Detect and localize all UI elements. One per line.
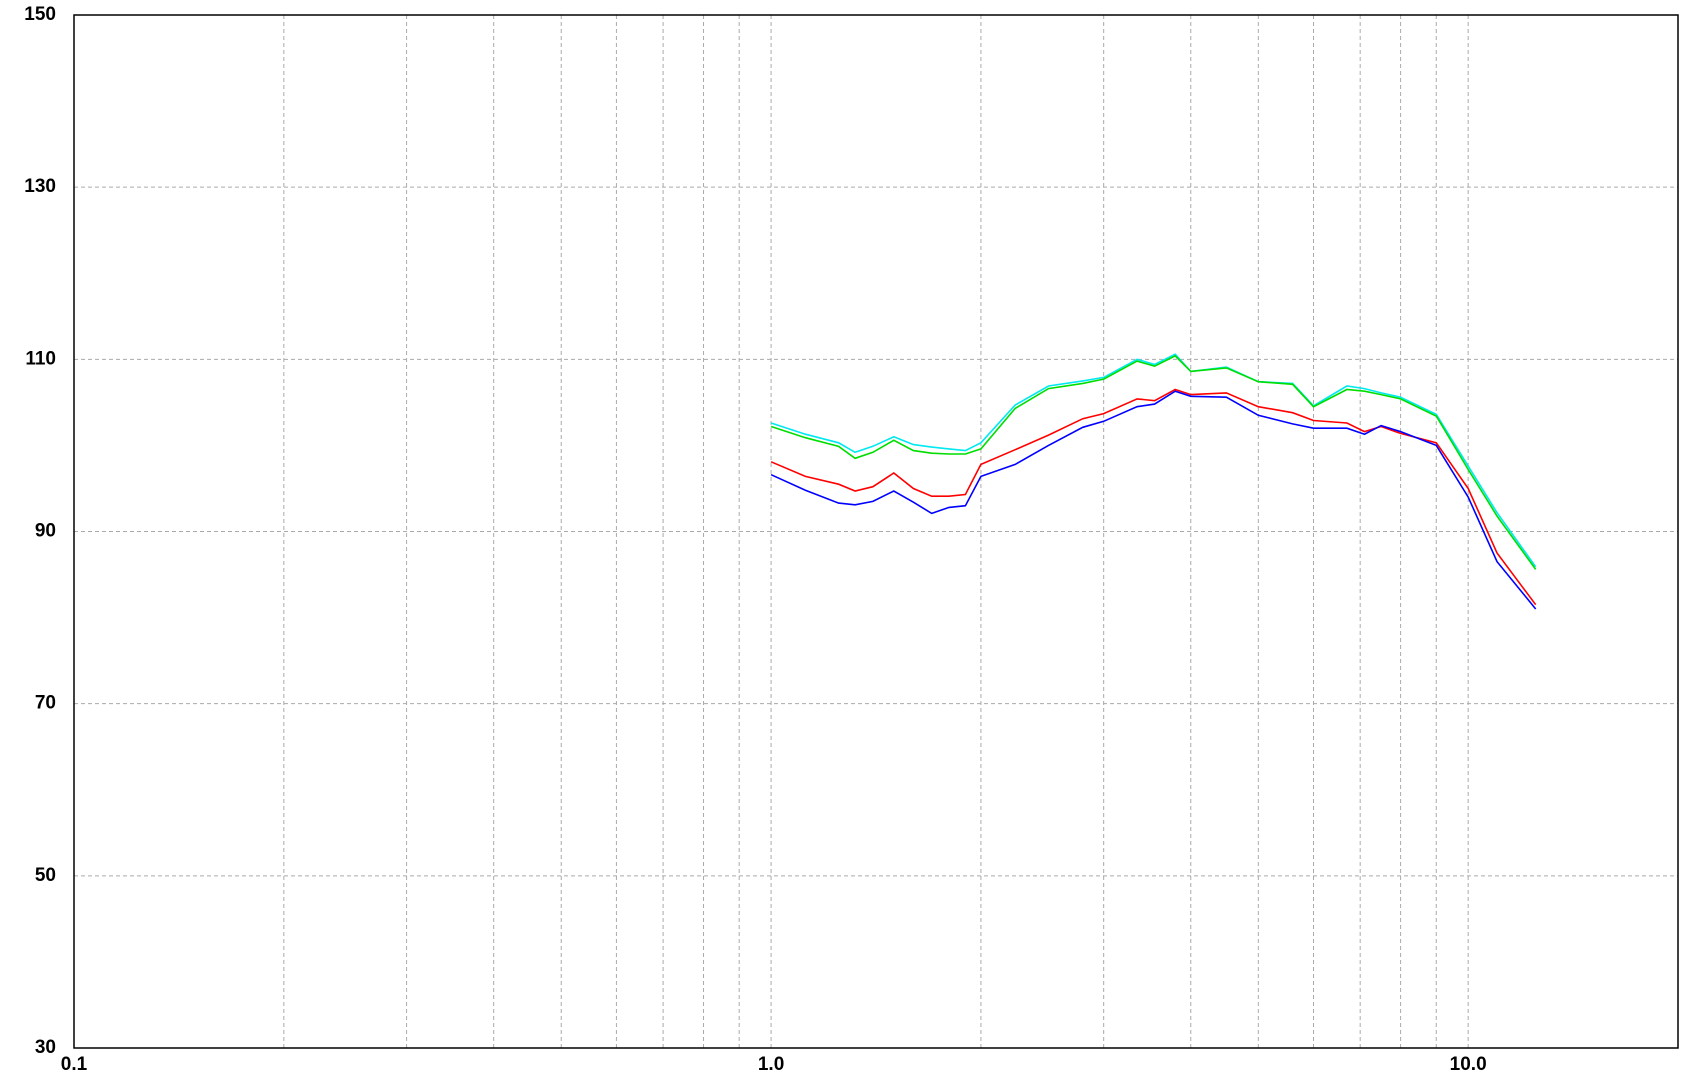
series-line	[770, 354, 1537, 570]
y-tick-label: 110	[25, 348, 56, 369]
y-tick-label: 150	[24, 4, 56, 25]
x-tick-label: 1.0	[758, 1054, 784, 1075]
y-tick-label: 130	[24, 176, 56, 197]
x-tick-label: 10.0	[1450, 1054, 1487, 1075]
y-tick-label: 50	[35, 865, 56, 886]
series-line	[770, 353, 1537, 568]
y-tick-label: 90	[35, 521, 56, 542]
x-tick-label: 0.1	[61, 1054, 88, 1075]
y-tick-label: 30	[35, 1037, 56, 1058]
plot-frame	[73, 14, 1679, 1049]
series-line	[770, 390, 1537, 610]
y-tick-label: 70	[35, 693, 56, 714]
